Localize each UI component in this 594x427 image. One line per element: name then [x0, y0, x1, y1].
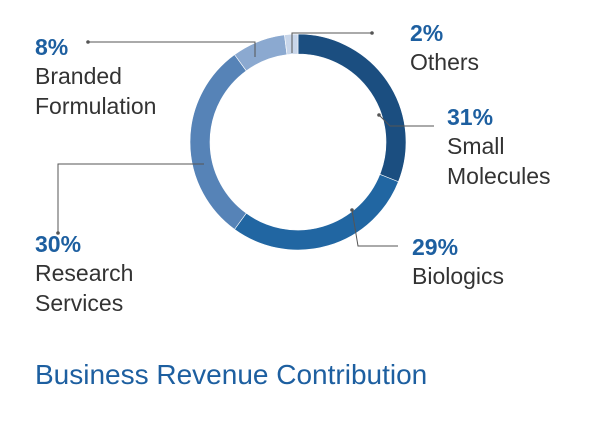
leader-dot-biologics [350, 208, 354, 212]
leader-line-branded-formulation [88, 41, 256, 57]
category-label-research-services: Services [35, 290, 123, 316]
slice-research-services [189, 54, 247, 230]
leader-line-research-services [57, 163, 204, 233]
chart-title: Business Revenue Contribution [35, 359, 427, 390]
leader-dot-others [370, 31, 374, 35]
leader-line-biologics [351, 209, 398, 247]
slice-biologics [234, 174, 399, 251]
category-label-branded-formulation: Formulation [35, 93, 156, 119]
category-label-others: Others [410, 49, 479, 75]
leader-lines [56, 31, 434, 247]
value-label-branded-formulation: 8% [35, 34, 68, 60]
leader-line-others [291, 32, 372, 53]
category-label-small-molecules: Molecules [447, 163, 551, 189]
slice-labels: 31% Small Molecules 29% Biologics 30% Research… [35, 20, 551, 316]
leader-dot-small-molecules [377, 113, 381, 117]
category-label-biologics: Biologics [412, 263, 504, 289]
leader-dot-research-services [56, 231, 60, 235]
slice-small-molecules [297, 33, 407, 183]
value-label-research-services: 30% [35, 231, 81, 257]
category-label-research-services: Research [35, 260, 133, 286]
slice-others [284, 33, 299, 56]
leader-line-small-molecules [378, 114, 434, 127]
category-label-small-molecules: Small [447, 133, 505, 159]
donut-slices [189, 33, 407, 251]
value-label-biologics: 29% [412, 234, 458, 260]
slice-branded-formulation [234, 34, 288, 72]
value-label-small-molecules: 31% [447, 104, 493, 130]
leader-dot-branded-formulation [86, 40, 90, 44]
value-label-others: 2% [410, 20, 443, 46]
category-label-branded-formulation: Branded [35, 63, 122, 89]
